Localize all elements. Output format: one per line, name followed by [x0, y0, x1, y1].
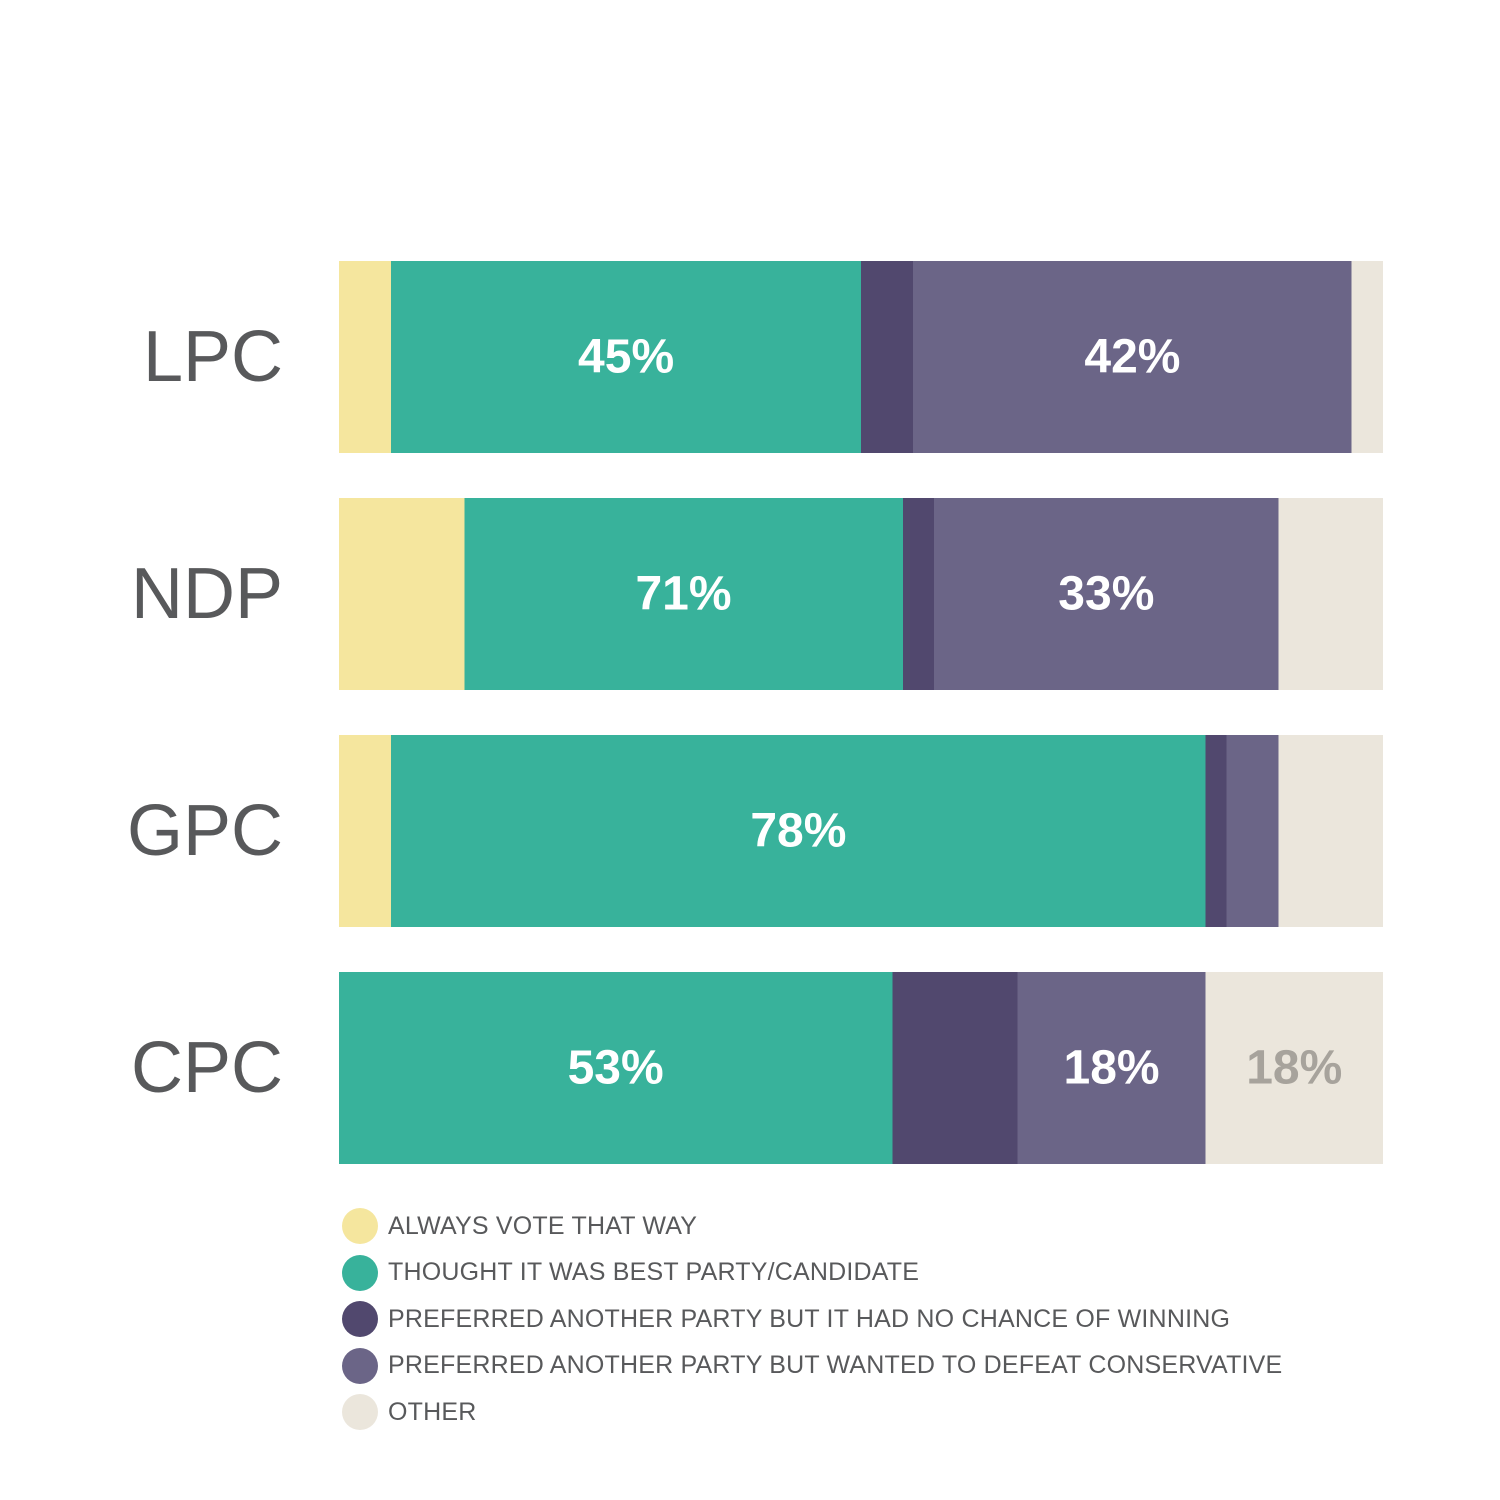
bar-lpc-best: [391, 261, 861, 453]
data-label-ndp-best: 71%: [635, 568, 731, 621]
data-label-lpc-defeat: 42%: [1084, 331, 1180, 384]
bar-gpc-best: [391, 735, 1206, 927]
legend-swatch-other: [342, 1394, 378, 1431]
bar-gpc-nochance: [1205, 735, 1227, 927]
legend-item-nochance: PREFERRED ANOTHER PARTY BUT IT HAD NO CH…: [342, 1296, 1282, 1343]
legend-label-best: THOUGHT IT WAS BEST PARTY/CANDIDATE: [388, 1258, 920, 1287]
bar-ndp-nochance: [902, 498, 935, 690]
bar-lpc-defeat: [913, 261, 1352, 453]
bar-cpc-best: [339, 972, 893, 1164]
bar-lpc-nochance: [861, 261, 914, 453]
data-label-lpc-best: 45%: [578, 331, 674, 384]
legend-item-defeat: PREFERRED ANOTHER PARTY BUT WANTED TO DE…: [342, 1343, 1282, 1390]
bar-gpc-always: [339, 735, 392, 927]
data-label-gpc-best: 78%: [750, 805, 846, 858]
bar-ndp-other: [1278, 498, 1383, 690]
row-label-lpc: LPC: [143, 317, 283, 397]
bar-ndp-always: [339, 498, 465, 690]
data-label-cpc-best: 53%: [568, 1042, 664, 1095]
legend: ALWAYS VOTE THAT WAY THOUGHT IT WAS BEST …: [342, 1203, 1282, 1436]
bar-lpc-other: [1351, 261, 1383, 453]
row-label-ndp: NDP: [131, 554, 283, 634]
legend-swatch-best: [342, 1254, 378, 1291]
legend-swatch-always: [342, 1208, 378, 1245]
bar-gpc-other: [1278, 735, 1383, 927]
bars-group: [339, 261, 1383, 1164]
bar-ndp-defeat: [934, 498, 1279, 690]
bar-cpc-defeat: [1017, 972, 1206, 1164]
bar-lpc-always: [339, 261, 392, 453]
data-label-cpc-other: 18%: [1246, 1042, 1342, 1095]
legend-item-other: OTHER: [342, 1389, 1282, 1436]
legend-item-best: THOUGHT IT WAS BEST PARTY/CANDIDATE: [342, 1250, 1282, 1297]
bar-gpc-defeat: [1226, 735, 1279, 927]
bar-cpc-nochance: [892, 972, 1018, 1164]
data-labels-group: 45% 42% 71% 33% 78% 53% 18% 18%: [568, 331, 1343, 1095]
data-label-cpc-defeat: 18%: [1064, 1042, 1160, 1095]
legend-label-other: OTHER: [388, 1397, 477, 1426]
row-label-gpc: GPC: [127, 791, 283, 871]
legend-label-always: ALWAYS VOTE THAT WAY: [388, 1211, 698, 1240]
bar-ndp-best: [464, 498, 903, 690]
legend-swatch-nochance: [342, 1301, 378, 1338]
legend-swatch-defeat: [342, 1347, 378, 1384]
bar-cpc-other: [1205, 972, 1383, 1164]
data-label-ndp-defeat: 33%: [1058, 568, 1154, 621]
legend-item-always: ALWAYS VOTE THAT WAY: [342, 1203, 1282, 1250]
row-labels-group: LPC NDP GPC CPC: [127, 317, 283, 1108]
legend-label-nochance: PREFERRED ANOTHER PARTY BUT IT HAD NO CH…: [388, 1304, 1231, 1333]
legend-label-defeat: PREFERRED ANOTHER PARTY BUT WANTED TO DE…: [388, 1351, 1283, 1380]
row-label-cpc: CPC: [131, 1028, 283, 1108]
